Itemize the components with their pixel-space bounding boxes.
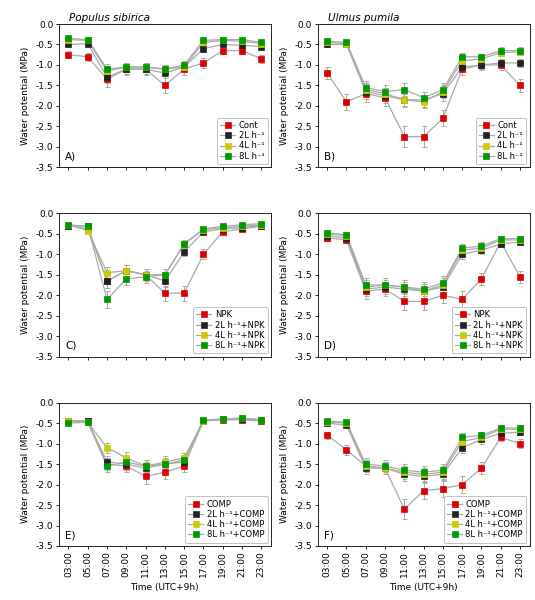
Y-axis label: Water potential (MPa): Water potential (MPa) [280, 47, 289, 145]
Text: B): B) [324, 152, 335, 161]
Legend: COMP, 2L h⁻¹+COMP, 4L h⁻¹+COMP, 8L h⁻¹+COMP: COMP, 2L h⁻¹+COMP, 4L h⁻¹+COMP, 8L h⁻¹+C… [185, 496, 268, 542]
Text: C): C) [65, 341, 77, 351]
Y-axis label: Water potential (MPa): Water potential (MPa) [280, 236, 289, 334]
Legend: COMP, 2L h⁻¹+COMP, 4L h⁻¹+COMP, 8L h⁻¹+COMP: COMP, 2L h⁻¹+COMP, 4L h⁻¹+COMP, 8L h⁻¹+C… [444, 496, 526, 542]
Y-axis label: Water potential (MPa): Water potential (MPa) [21, 425, 30, 523]
Text: Populus sibirica: Populus sibirica [70, 13, 150, 23]
Y-axis label: Water potential (MPa): Water potential (MPa) [280, 425, 289, 523]
X-axis label: Time (UTC+9h): Time (UTC+9h) [131, 583, 199, 592]
Legend: Cont, 2L h⁻¹, 4L h⁻¹, 8L h⁻¹: Cont, 2L h⁻¹, 4L h⁻¹, 8L h⁻¹ [217, 118, 268, 164]
Text: E): E) [65, 530, 76, 540]
Legend: Cont, 2L h⁻¹, 4L h⁻¹, 8L h⁻¹: Cont, 2L h⁻¹, 4L h⁻¹, 8L h⁻¹ [476, 118, 526, 164]
Legend: NPK, 2L h⁻¹+NPK, 4L h⁻¹+NPK, 8L h⁻¹+NPK: NPK, 2L h⁻¹+NPK, 4L h⁻¹+NPK, 8L h⁻¹+NPK [193, 307, 268, 353]
Legend: NPK, 2L h⁻¹+NPK, 4L h⁻¹+NPK, 8L h⁻¹+NPK: NPK, 2L h⁻¹+NPK, 4L h⁻¹+NPK, 8L h⁻¹+NPK [452, 307, 526, 353]
Text: F): F) [324, 530, 334, 540]
X-axis label: Time (UTC+9h): Time (UTC+9h) [389, 583, 458, 592]
Text: A): A) [65, 152, 77, 161]
Y-axis label: Water potential (MPa): Water potential (MPa) [21, 47, 30, 145]
Text: D): D) [324, 341, 336, 351]
Y-axis label: Water potential (MPa): Water potential (MPa) [21, 236, 30, 334]
Text: Ulmus pumila: Ulmus pumila [328, 13, 400, 23]
